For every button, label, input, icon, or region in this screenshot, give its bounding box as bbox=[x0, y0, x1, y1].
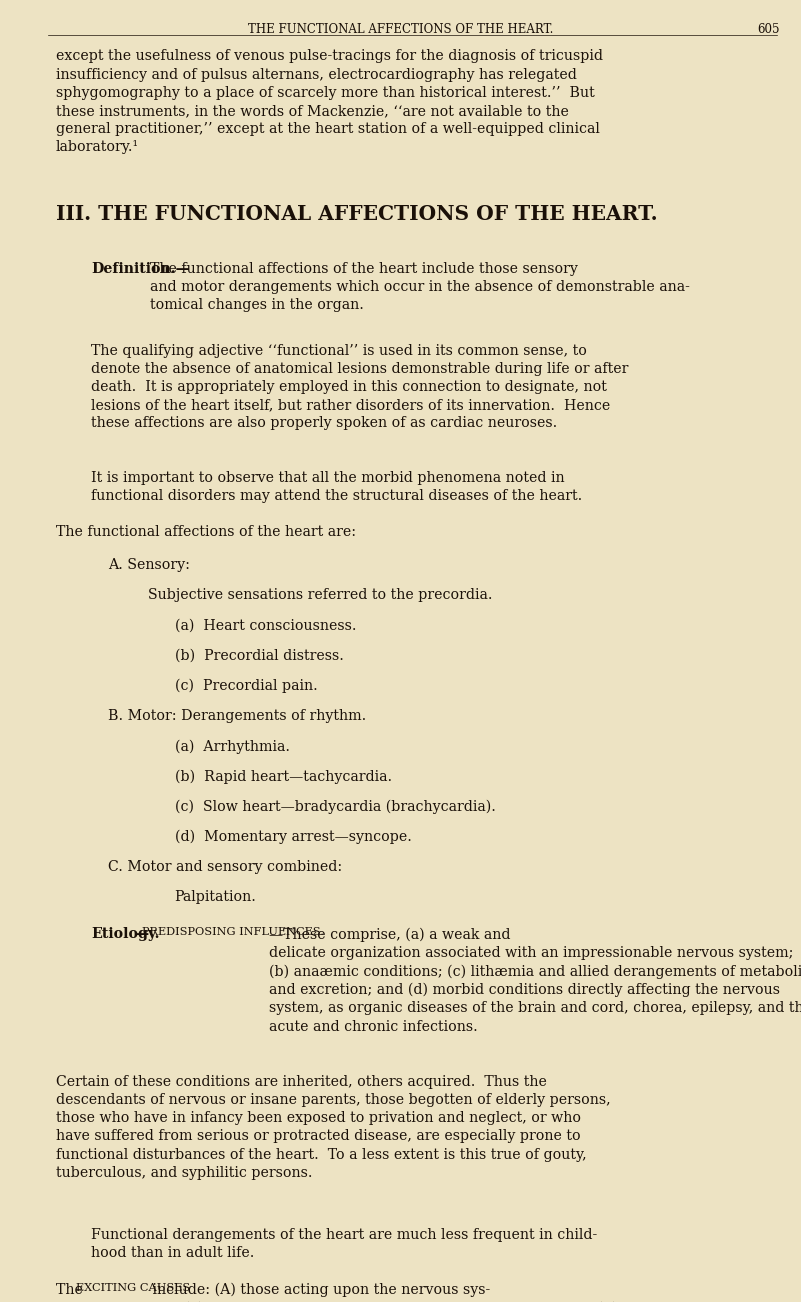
Text: Certain of these conditions are inherited, others acquired.  Thus the
descendant: Certain of these conditions are inherite… bbox=[56, 1075, 610, 1180]
Text: (c)  Slow heart—bradycardia (brachycardia).: (c) Slow heart—bradycardia (brachycardia… bbox=[175, 799, 496, 814]
Text: (b)  Precordial distress.: (b) Precordial distress. bbox=[175, 648, 344, 663]
Text: C. Motor and sensory combined:: C. Motor and sensory combined: bbox=[108, 859, 342, 874]
Text: Functional derangements of the heart are much less frequent in child-
hood than : Functional derangements of the heart are… bbox=[91, 1228, 598, 1260]
Text: The qualifying adjective ‘‘functional’’ is used in its common sense, to
denote t: The qualifying adjective ‘‘functional’’ … bbox=[91, 344, 629, 431]
Text: (a)  Heart consciousness.: (a) Heart consciousness. bbox=[175, 618, 356, 633]
Text: 605: 605 bbox=[757, 23, 779, 36]
Text: Etiology.: Etiology. bbox=[91, 927, 160, 941]
Text: The: The bbox=[56, 1282, 87, 1297]
Text: B. Motor: Derangements of rhythm.: B. Motor: Derangements of rhythm. bbox=[108, 710, 366, 723]
Text: (b)  Rapid heart—tachycardia.: (b) Rapid heart—tachycardia. bbox=[175, 769, 392, 784]
Text: (c)  Precordial pain.: (c) Precordial pain. bbox=[175, 678, 317, 693]
Text: Subjective sensations referred to the precordia.: Subjective sensations referred to the pr… bbox=[148, 589, 493, 603]
Text: EXCITING CAUSES: EXCITING CAUSES bbox=[76, 1282, 191, 1293]
Text: (a)  Arrhythmia.: (a) Arrhythmia. bbox=[175, 740, 290, 754]
Text: except the usefulness of venous pulse-tracings for the diagnosis of tricuspid
in: except the usefulness of venous pulse-tr… bbox=[56, 49, 603, 155]
Text: III. THE FUNCTIONAL AFFECTIONS OF THE HEART.: III. THE FUNCTIONAL AFFECTIONS OF THE HE… bbox=[56, 203, 658, 224]
Text: A. Sensory:: A. Sensory: bbox=[108, 559, 190, 572]
Text: Palpitation.: Palpitation. bbox=[175, 891, 256, 904]
Text: THE FUNCTIONAL AFFECTIONS OF THE HEART.: THE FUNCTIONAL AFFECTIONS OF THE HEART. bbox=[248, 23, 553, 36]
Text: The functional affections of the heart are:: The functional affections of the heart a… bbox=[56, 525, 356, 539]
Text: include: (A) those acting upon the nervous sys-
tem, (a) directly, as intense me: include: (A) those acting upon the nervo… bbox=[148, 1282, 678, 1302]
Text: —These comprise, (a) a weak and
delicate organization associated with an impress: —These comprise, (a) a weak and delicate… bbox=[269, 927, 801, 1034]
Text: —: — bbox=[135, 927, 149, 941]
Text: PREDISPOSING INFLUENCES.: PREDISPOSING INFLUENCES. bbox=[142, 927, 324, 937]
Text: It is important to observe that all the morbid phenomena noted in
functional dis: It is important to observe that all the … bbox=[91, 470, 582, 503]
Text: (d)  Momentary arrest—syncope.: (d) Momentary arrest—syncope. bbox=[175, 829, 412, 844]
Text: Definition.—: Definition.— bbox=[91, 262, 190, 276]
Text: The functional affections of the heart include those sensory
and motor derangeme: The functional affections of the heart i… bbox=[150, 262, 690, 312]
